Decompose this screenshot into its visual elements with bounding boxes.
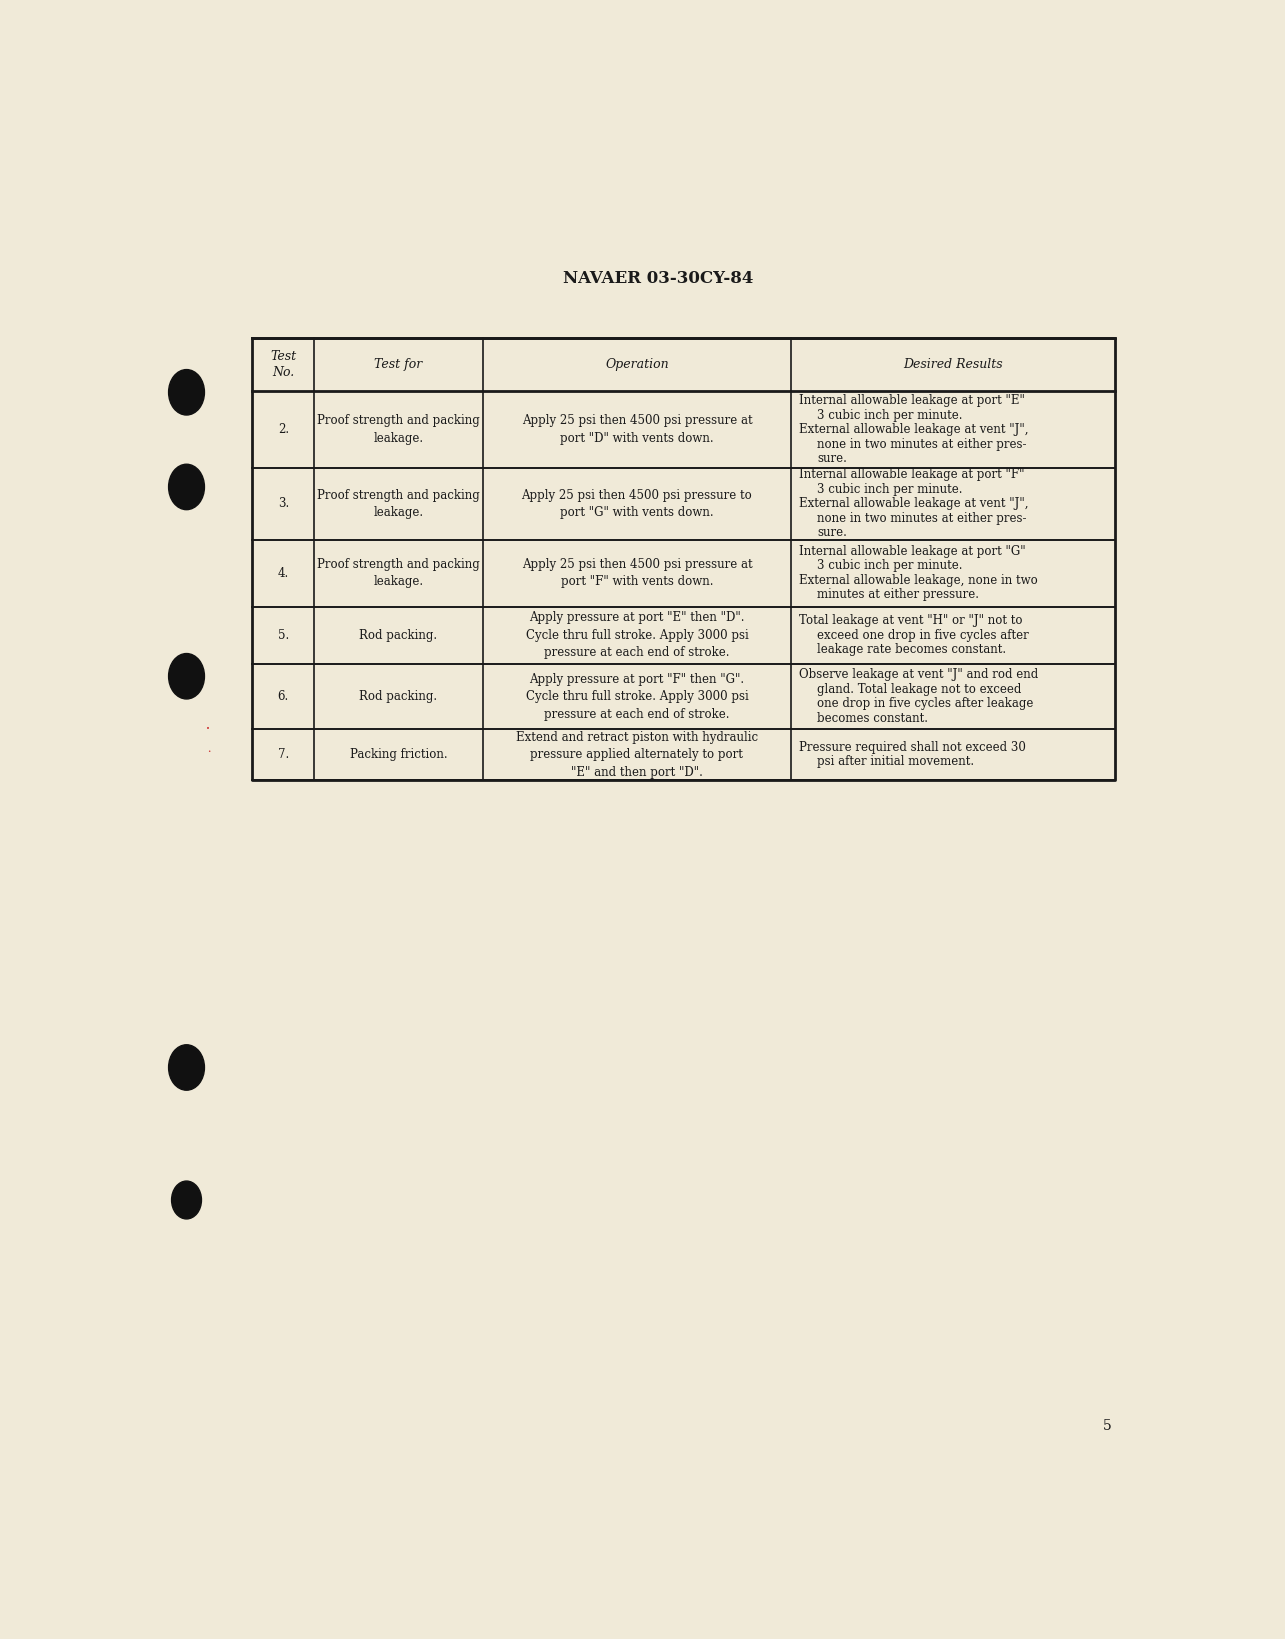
Text: NAVAER 03-30CY-84: NAVAER 03-30CY-84 (563, 270, 754, 287)
Text: one drop in five cycles after leakage: one drop in five cycles after leakage (817, 697, 1033, 710)
Text: 3 cubic inch per minute.: 3 cubic inch per minute. (817, 484, 962, 497)
Text: Internal allowable leakage at port "F": Internal allowable leakage at port "F" (799, 469, 1024, 482)
Text: •: • (207, 749, 211, 754)
Text: Test
No.: Test No. (270, 351, 297, 379)
Circle shape (172, 1182, 202, 1219)
Text: gland. Total leakage not to exceed: gland. Total leakage not to exceed (817, 683, 1022, 697)
Text: •: • (207, 726, 211, 733)
Text: Packing friction.: Packing friction. (350, 747, 447, 760)
Text: 3 cubic inch per minute.: 3 cubic inch per minute. (817, 559, 962, 572)
Text: Rod packing.: Rod packing. (360, 629, 437, 642)
Text: Proof strength and packing
leakage.: Proof strength and packing leakage. (317, 488, 479, 520)
Circle shape (168, 464, 204, 510)
Circle shape (168, 369, 204, 415)
Text: Rod packing.: Rod packing. (360, 690, 437, 703)
Text: none in two minutes at either pres-: none in two minutes at either pres- (817, 511, 1027, 524)
Text: none in two minutes at either pres-: none in two minutes at either pres- (817, 438, 1027, 451)
Text: Apply 25 psi then 4500 psi pressure at
port "F" with vents down.: Apply 25 psi then 4500 psi pressure at p… (522, 557, 752, 588)
Text: Apply 25 psi then 4500 psi pressure at
port "D" with vents down.: Apply 25 psi then 4500 psi pressure at p… (522, 415, 752, 444)
Text: 3 cubic inch per minute.: 3 cubic inch per minute. (817, 408, 962, 421)
Text: Apply pressure at port "F" then "G".
Cycle thru full stroke. Apply 3000 psi
pres: Apply pressure at port "F" then "G". Cyc… (526, 672, 748, 721)
Text: sure.: sure. (817, 526, 847, 539)
Text: Operation: Operation (605, 357, 668, 370)
Text: Apply 25 psi then 4500 psi pressure to
port "G" with vents down.: Apply 25 psi then 4500 psi pressure to p… (522, 488, 752, 520)
Text: Pressure required shall not exceed 30: Pressure required shall not exceed 30 (799, 741, 1027, 754)
Text: minutes at either pressure.: minutes at either pressure. (817, 588, 979, 602)
Text: Internal allowable leakage at port "G": Internal allowable leakage at port "G" (799, 544, 1025, 557)
Text: Proof strength and packing
leakage.: Proof strength and packing leakage. (317, 415, 479, 444)
Text: 5.: 5. (278, 629, 289, 642)
Text: 7.: 7. (278, 747, 289, 760)
Text: Desired Results: Desired Results (903, 357, 1002, 370)
Text: Extend and retract piston with hydraulic
pressure applied alternately to port
"E: Extend and retract piston with hydraulic… (515, 731, 758, 779)
Circle shape (168, 654, 204, 698)
Text: becomes constant.: becomes constant. (817, 711, 928, 724)
Text: Total leakage at vent "H" or "J" not to: Total leakage at vent "H" or "J" not to (799, 615, 1023, 628)
Text: psi after initial movement.: psi after initial movement. (817, 756, 974, 769)
Text: 2.: 2. (278, 423, 289, 436)
Text: External allowable leakage at vent "J",: External allowable leakage at vent "J", (799, 498, 1029, 510)
Text: Proof strength and packing
leakage.: Proof strength and packing leakage. (317, 557, 479, 588)
Circle shape (168, 1044, 204, 1090)
Text: 4.: 4. (278, 567, 289, 580)
Text: Internal allowable leakage at port "E": Internal allowable leakage at port "E" (799, 393, 1025, 406)
Text: sure.: sure. (817, 452, 847, 465)
Text: 6.: 6. (278, 690, 289, 703)
Text: Observe leakage at vent "J" and rod end: Observe leakage at vent "J" and rod end (799, 669, 1038, 682)
Text: leakage rate becomes constant.: leakage rate becomes constant. (817, 644, 1006, 656)
Text: 5: 5 (1103, 1419, 1112, 1434)
Text: exceed one drop in five cycles after: exceed one drop in five cycles after (817, 629, 1029, 642)
Text: External allowable leakage at vent "J",: External allowable leakage at vent "J", (799, 423, 1029, 436)
Text: Apply pressure at port "E" then "D".
Cycle thru full stroke. Apply 3000 psi
pres: Apply pressure at port "E" then "D". Cyc… (526, 611, 748, 659)
Text: Test for: Test for (374, 357, 423, 370)
Text: 3.: 3. (278, 498, 289, 510)
Text: External allowable leakage, none in two: External allowable leakage, none in two (799, 574, 1038, 587)
